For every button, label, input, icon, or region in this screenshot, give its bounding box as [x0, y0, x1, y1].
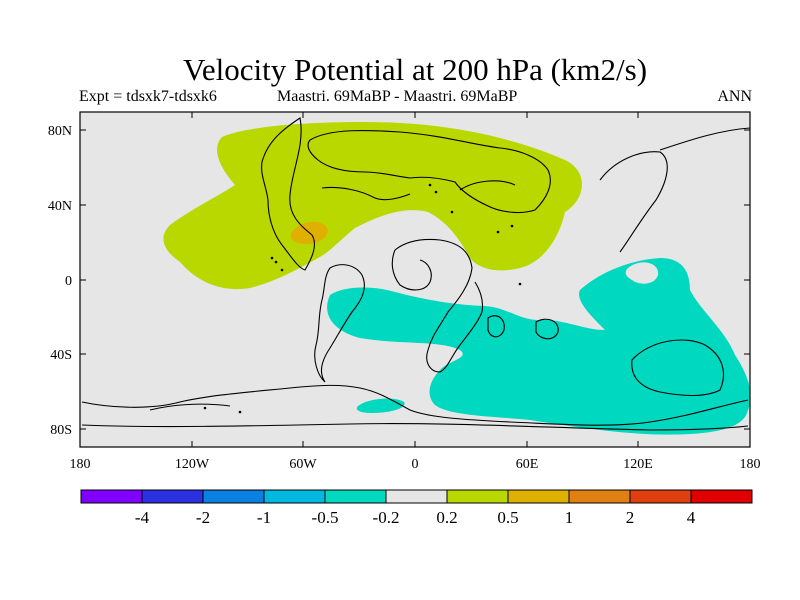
colorbar-swatch	[446, 489, 509, 504]
lon-label-60e: 60E	[516, 457, 539, 472]
positive-anomaly-region	[163, 122, 582, 290]
period-label: Maastri. 69MaBP - Maastri. 69MaBP	[277, 88, 518, 105]
colorbar: -4 -2 -1 -0.5 -0.2 0.2 0.5 1 2 4	[80, 489, 753, 527]
lat-label-40n: 40N	[48, 199, 72, 214]
colorbar-label: -4	[135, 508, 150, 527]
lon-label-120e: 120E	[623, 457, 653, 472]
colorbar-label: 4	[687, 508, 696, 527]
colorbar-swatch	[568, 489, 631, 504]
lon-label-120w: 120W	[175, 457, 210, 472]
lat-label-80n: 80N	[48, 124, 72, 139]
colorbar-swatch	[263, 489, 326, 504]
colorbar-swatch	[80, 489, 143, 504]
negative-anomaly-region	[327, 258, 750, 435]
lat-label-0: 0	[65, 274, 72, 289]
colorbar-swatch	[629, 489, 692, 504]
colorbar-swatch	[690, 489, 753, 504]
lon-label-180w: 180	[70, 457, 91, 472]
map-title: Velocity Potential at 200 hPa (km2/s)	[182, 52, 648, 87]
colorbar-label: -0.5	[312, 508, 339, 527]
lat-label-80s: 80S	[50, 423, 72, 438]
colorbar-swatch	[202, 489, 265, 504]
negative-anomaly-small	[356, 398, 405, 413]
experiment-label: Expt = tdsxk7-tdsxk6	[79, 88, 217, 105]
colorbar-label: 1	[565, 508, 574, 527]
colorbar-swatch	[507, 489, 570, 504]
colorbar-swatch	[324, 489, 387, 504]
lat-label-40s: 40S	[50, 348, 72, 363]
lon-label-60w: 60W	[289, 457, 317, 472]
coastlines	[81, 117, 750, 431]
islands	[203, 183, 522, 414]
colorbar-label: 0.2	[436, 508, 457, 527]
neutral-gap	[625, 262, 659, 284]
lon-label-0: 0	[412, 457, 419, 472]
colorbar-label: -1	[257, 508, 271, 527]
season-label: ANN	[717, 88, 752, 105]
lon-label-180e: 180	[740, 457, 761, 472]
colorbar-swatch	[141, 489, 204, 504]
colorbar-label: 2	[626, 508, 635, 527]
colorbar-swatch	[385, 489, 448, 504]
colorbar-label: -0.2	[373, 508, 400, 527]
colorbar-label: 0.5	[497, 508, 518, 527]
axis-ticks	[80, 112, 750, 447]
colorbar-label: -2	[196, 508, 210, 527]
